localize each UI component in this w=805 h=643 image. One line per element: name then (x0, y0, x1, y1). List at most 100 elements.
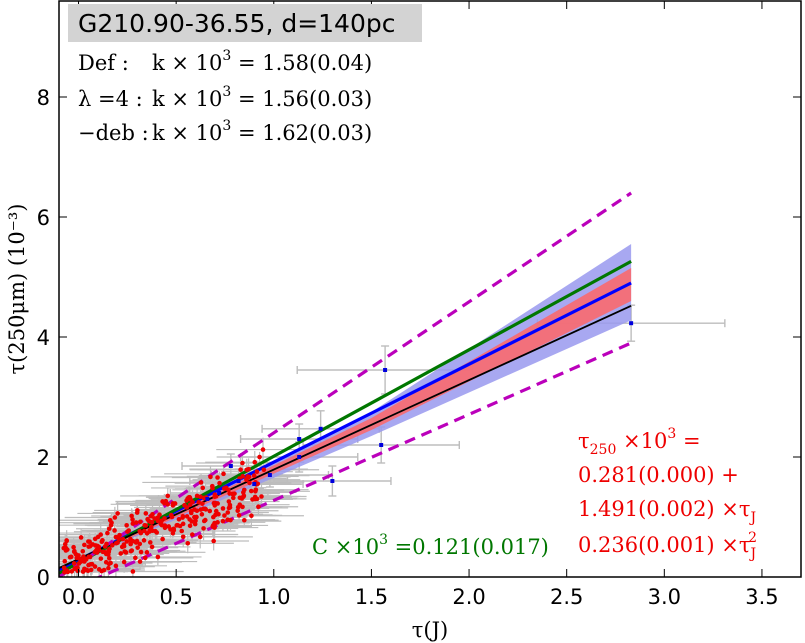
cloud-point (225, 510, 231, 515)
cloud-point (103, 551, 109, 557)
data-layer (59, 191, 726, 577)
cloud-point (162, 500, 167, 506)
cloud-point (155, 515, 160, 520)
cloud-point (198, 494, 203, 500)
cloud-point (145, 516, 150, 522)
cloud-point (188, 510, 194, 516)
cloud-point (141, 538, 147, 543)
cloud-points (61, 447, 267, 575)
cloud-point (240, 460, 245, 466)
fit-red-line2: 0.281(0.000) + (578, 463, 739, 487)
cloud-point (162, 516, 167, 521)
cloud-point (130, 521, 136, 526)
cloud-point (64, 538, 69, 543)
x-tick-label: 2.0 (452, 585, 485, 609)
cloud-point (227, 502, 233, 508)
cloud-point (207, 508, 213, 514)
cloud-point (187, 517, 192, 522)
cloud-point (212, 523, 217, 528)
cloud-point (241, 490, 246, 495)
fit-red-line1: τ250 ×103 = (578, 426, 701, 458)
cloud-point (80, 548, 86, 554)
cloud-point (95, 543, 100, 549)
cloud-point (176, 517, 182, 522)
cloud-point (93, 548, 99, 553)
cloud-point (67, 554, 73, 560)
x-tick-label: 0.0 (62, 585, 95, 609)
cloud-point (82, 566, 87, 572)
cloud-point (62, 558, 68, 564)
cloud-point (143, 511, 149, 516)
cloud-point (69, 569, 75, 574)
cloud-point (138, 519, 143, 525)
cloud-point (190, 532, 195, 537)
cloud-point (236, 513, 242, 518)
cloud-point (256, 504, 261, 510)
cloud-point (99, 539, 105, 545)
cloud-point (180, 514, 186, 519)
cloud-point (225, 517, 230, 523)
model-deb-k: k × 103 = 1.62(0.03) (152, 118, 372, 145)
y-tick-label: 0 (37, 566, 50, 590)
cloud-point (95, 534, 101, 540)
cloud-point (141, 528, 147, 534)
cloud-point (105, 530, 110, 536)
cloud-point (71, 544, 76, 550)
cloud-point (121, 543, 127, 549)
cloud-point (255, 481, 261, 487)
cloud-point (213, 512, 218, 518)
highlight-point (629, 321, 634, 326)
cloud-point (187, 495, 193, 500)
cloud-point (86, 544, 91, 549)
cloud-errorbars (59, 437, 320, 577)
cloud-point (210, 485, 215, 491)
y-tick-label: 6 (37, 206, 50, 230)
cloud-point (194, 493, 200, 499)
cloud-point (88, 561, 93, 567)
cloud-point (112, 515, 118, 520)
highlight-point (228, 464, 233, 468)
cloud-point (137, 528, 143, 534)
cloud-point (153, 528, 158, 534)
cloud-point (62, 541, 68, 547)
cloud-point (217, 480, 222, 486)
plot-frame (58, 0, 802, 578)
cloud-point (252, 459, 258, 465)
cloud-point (190, 499, 195, 505)
cloud-point (125, 529, 130, 534)
cloud-point (135, 508, 140, 513)
cloud-point (147, 540, 153, 545)
cloud-point (221, 486, 227, 491)
highlight-point (217, 491, 222, 495)
cloud-point (106, 555, 112, 561)
highlight-point (267, 473, 272, 477)
cloud-point (249, 513, 254, 519)
fit-annotation-green: C ×103 =0.121(0.017) (312, 532, 549, 559)
cloud-point (200, 485, 206, 491)
highlight-point (383, 368, 388, 372)
x-axis-label: τ(J) (412, 618, 448, 642)
highlight-point (297, 437, 302, 441)
cloud-point (222, 513, 227, 518)
cloud-point (71, 561, 77, 566)
cloud-point (61, 545, 67, 551)
cloud-point (241, 493, 247, 499)
cloud-point (175, 522, 180, 528)
cloud-point (246, 474, 252, 480)
cloud-point (212, 500, 218, 506)
cloud-point (180, 534, 186, 540)
cloud-point (184, 514, 190, 519)
fit-red-line3: 1.491(0.002) ×τJ (578, 497, 756, 526)
cloud-point (100, 549, 106, 555)
x-tick-label: 3.0 (648, 585, 681, 609)
cloud-point (124, 522, 129, 528)
cloud-point (150, 512, 155, 517)
fit-line (95, 341, 632, 577)
highlight-points (205, 321, 634, 501)
cloud-point (155, 554, 161, 560)
cloud-point (196, 500, 202, 505)
cloud-point (168, 527, 173, 532)
cloud-point (232, 491, 237, 496)
cloud-point (135, 545, 140, 550)
